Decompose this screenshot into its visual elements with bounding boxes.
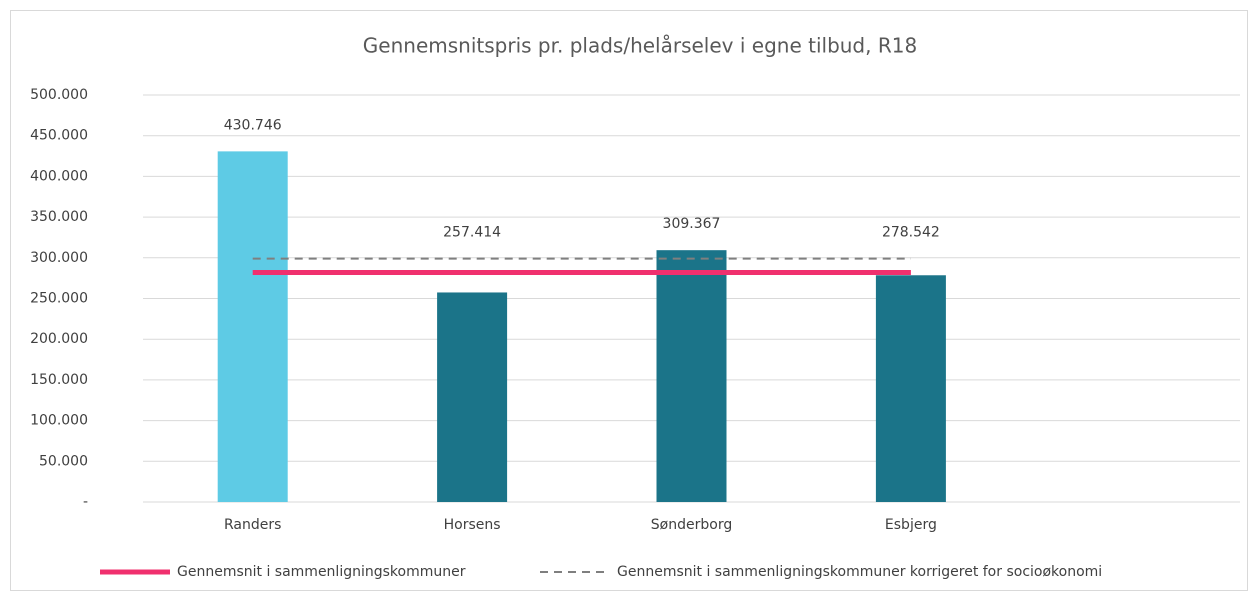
- y-tick-label: 50.000: [39, 453, 88, 469]
- y-tick-label: 500.000: [30, 87, 88, 103]
- y-tick-label: 400.000: [30, 168, 88, 184]
- bar: [875, 275, 946, 502]
- y-tick-label: 150.000: [30, 372, 88, 388]
- y-tick-label: 450.000: [30, 128, 88, 144]
- data-label: 257.414: [443, 225, 501, 241]
- legend-label: Gennemsnit i sammenligningskommuner korr…: [617, 564, 1102, 580]
- data-label: 430.746: [224, 117, 282, 133]
- x-tick-label: Sønderborg: [651, 517, 732, 533]
- chart-title: Gennemsnitspris pr. plads/helårselev i e…: [363, 34, 917, 58]
- y-tick-label: -: [83, 494, 88, 510]
- bar: [656, 250, 727, 502]
- y-tick-label: 100.000: [30, 413, 88, 429]
- x-tick-label: Horsens: [444, 517, 501, 533]
- y-tick-label: 250.000: [30, 291, 88, 307]
- x-tick-label: Randers: [224, 517, 281, 533]
- y-tick-label: 350.000: [30, 209, 88, 225]
- bar: [437, 292, 508, 502]
- y-tick-label: 200.000: [30, 331, 88, 347]
- y-tick-label: 300.000: [30, 250, 88, 266]
- chart-border: [10, 10, 1248, 591]
- legend-label: Gennemsnit i sammenligningskommuner: [177, 564, 466, 580]
- data-label: 309.367: [663, 216, 721, 232]
- bar: [217, 151, 288, 503]
- data-label: 278.542: [882, 225, 940, 241]
- x-tick-label: Esbjerg: [885, 517, 937, 533]
